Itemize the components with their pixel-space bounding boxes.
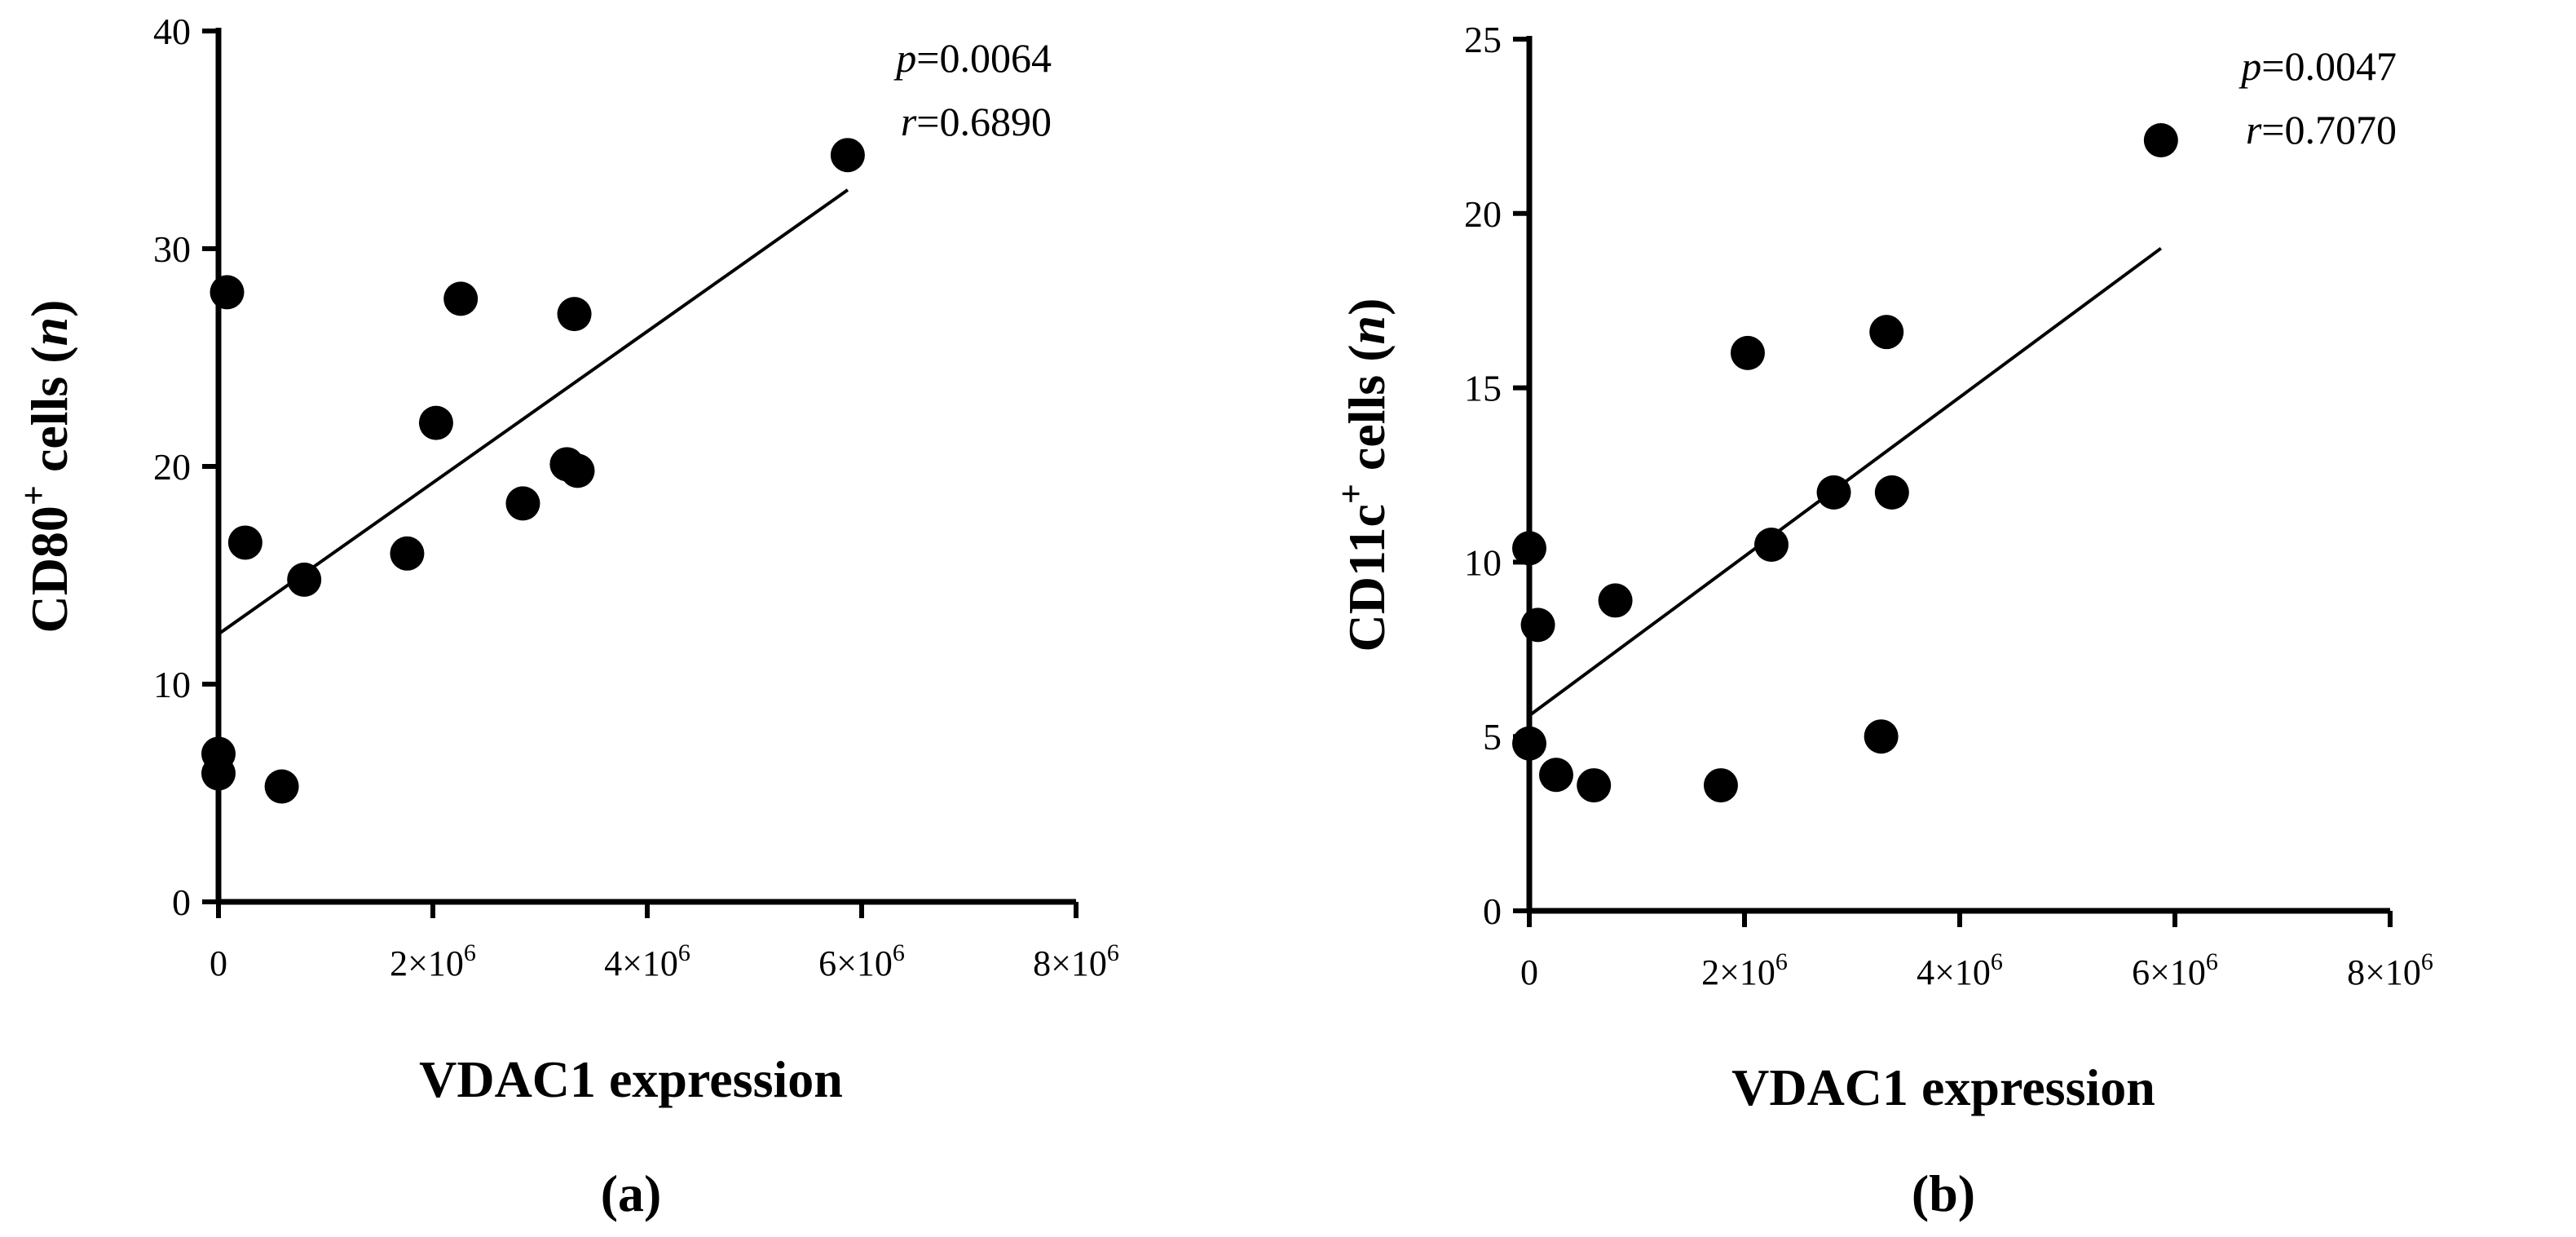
data-point xyxy=(1869,315,1904,350)
y-tick-label: 5 xyxy=(1483,716,1502,758)
data-point xyxy=(1598,583,1633,618)
y-tick-label: 25 xyxy=(1464,19,1502,60)
regression-line xyxy=(217,188,849,636)
data-point xyxy=(1874,475,1909,510)
data-point xyxy=(1577,768,1612,803)
data-point xyxy=(201,756,236,791)
panel-label: (b) xyxy=(1912,1164,1975,1222)
r-value: r=0.6890 xyxy=(901,99,1052,144)
x-tick-exponent: 6 xyxy=(464,939,476,966)
data-point xyxy=(1754,528,1789,563)
x-axis-title: VDAC1 expression xyxy=(1731,1058,2155,1116)
x-tick-label: 0 xyxy=(210,943,227,983)
data-point xyxy=(1512,726,1546,761)
p-value: p=0.0064 xyxy=(893,35,1052,81)
p-value: p=0.0047 xyxy=(2239,43,2397,89)
x-tick-exponent: 6 xyxy=(1107,939,1119,966)
data-point xyxy=(557,297,592,332)
x-tick-exponent: 6 xyxy=(1991,948,2003,975)
x-tick-label: 8×106 xyxy=(1033,939,1119,983)
y-tick-label: 10 xyxy=(153,664,191,705)
data-point xyxy=(830,138,865,173)
panel-a: 0 10 20 30 40 0 2×106 4×106 6×106 8×106 p=0.0064 r=… xyxy=(14,11,1119,1222)
data-point xyxy=(2143,123,2178,158)
x-tick-exponent: 6 xyxy=(2421,948,2433,975)
y-tick-label: 30 xyxy=(153,228,191,270)
x-tick-exponent: 6 xyxy=(2206,948,2218,975)
y-tick-label: 15 xyxy=(1464,368,1502,409)
x-tick-exponent: 6 xyxy=(1775,948,1788,975)
data-point xyxy=(505,486,540,521)
y-tick-label: 40 xyxy=(153,11,191,52)
x-tick-label: 8×106 xyxy=(2347,948,2433,992)
y-tick-label: 0 xyxy=(1483,890,1502,932)
data-point xyxy=(390,536,425,571)
data-point xyxy=(443,281,479,316)
x-tick-label: 2×106 xyxy=(390,939,476,983)
x-tick-exponent: 6 xyxy=(893,939,905,966)
data-point xyxy=(1730,335,1765,370)
data-point xyxy=(1703,768,1738,803)
y-tick-label: 10 xyxy=(1464,541,1502,583)
x-tick-label: 0 xyxy=(1520,952,1538,992)
r-value: r=0.7070 xyxy=(2246,107,2397,152)
y-tick-label: 20 xyxy=(153,446,191,488)
y-tick-label: 0 xyxy=(172,881,191,923)
x-tick-label: 2×106 xyxy=(1701,948,1788,992)
data-point xyxy=(1512,531,1546,566)
x-axis-title: VDAC1 expression xyxy=(419,1050,843,1108)
data-point xyxy=(418,405,453,440)
y-axis-title: CD11c+ cells (n) xyxy=(1331,298,1396,652)
data-point xyxy=(287,562,322,597)
x-tick-label: 6×106 xyxy=(2132,948,2218,992)
data-point xyxy=(560,453,595,488)
data-point xyxy=(1816,475,1851,510)
data-point xyxy=(227,525,262,560)
panel-b: 0 5 10 15 20 25 0 2×106 4×106 6×106 8×106 p=0.0047 r… xyxy=(1331,19,2433,1222)
y-tick-label: 20 xyxy=(1464,193,1502,235)
data-point xyxy=(1520,607,1555,643)
x-tick-label: 4×106 xyxy=(604,939,690,983)
x-tick-label: 4×106 xyxy=(1917,948,2003,992)
panel-label: (a) xyxy=(601,1164,662,1222)
data-point xyxy=(210,275,245,310)
data-point xyxy=(264,769,299,804)
data-point xyxy=(1864,719,1899,754)
x-tick-label: 6×106 xyxy=(818,939,905,983)
y-axis-title: CD80+ cells (n) xyxy=(14,299,78,633)
data-point xyxy=(1539,758,1573,793)
x-tick-exponent: 6 xyxy=(678,939,690,966)
